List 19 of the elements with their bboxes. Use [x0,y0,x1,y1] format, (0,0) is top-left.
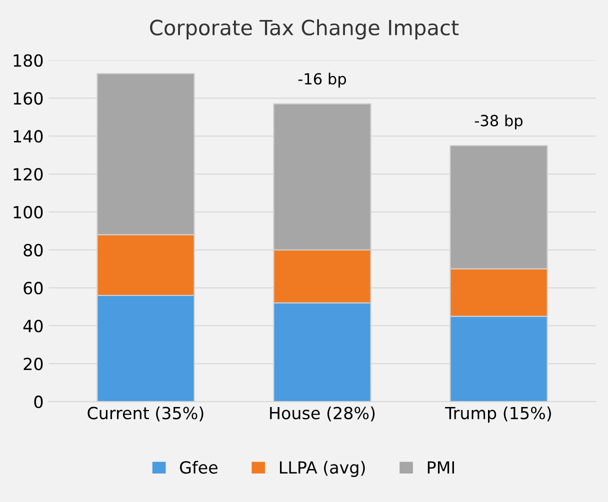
y-tick-label: 160 [14,92,43,105]
annotation: -38 bp [474,114,523,130]
legend-label: Gfee [180,460,218,474]
legend-label: LLPA (avg) [280,460,365,477]
legend-label: PMI [428,461,454,474]
y-tick-label: 60 [24,282,43,294]
y-tick-label: 180 [14,54,43,67]
x-tick-label: Current (35%) [88,406,204,422]
x-tick-label: Trump (15%) [445,406,551,423]
y-tick-label: 20 [24,358,43,370]
y-tick-label: 140 [14,130,43,143]
y-tick-label: 100 [14,206,43,219]
y-tick-label: 80 [24,244,43,256]
y-tick-label: 40 [23,320,43,332]
y-tick-label: 0 [34,396,43,408]
x-tick-label: House (28%) [270,406,375,422]
chart-title: Corporate Tax Change Impact [150,19,459,40]
y-tick-label: 120 [14,168,43,181]
annotation: -16 bp [298,72,346,88]
